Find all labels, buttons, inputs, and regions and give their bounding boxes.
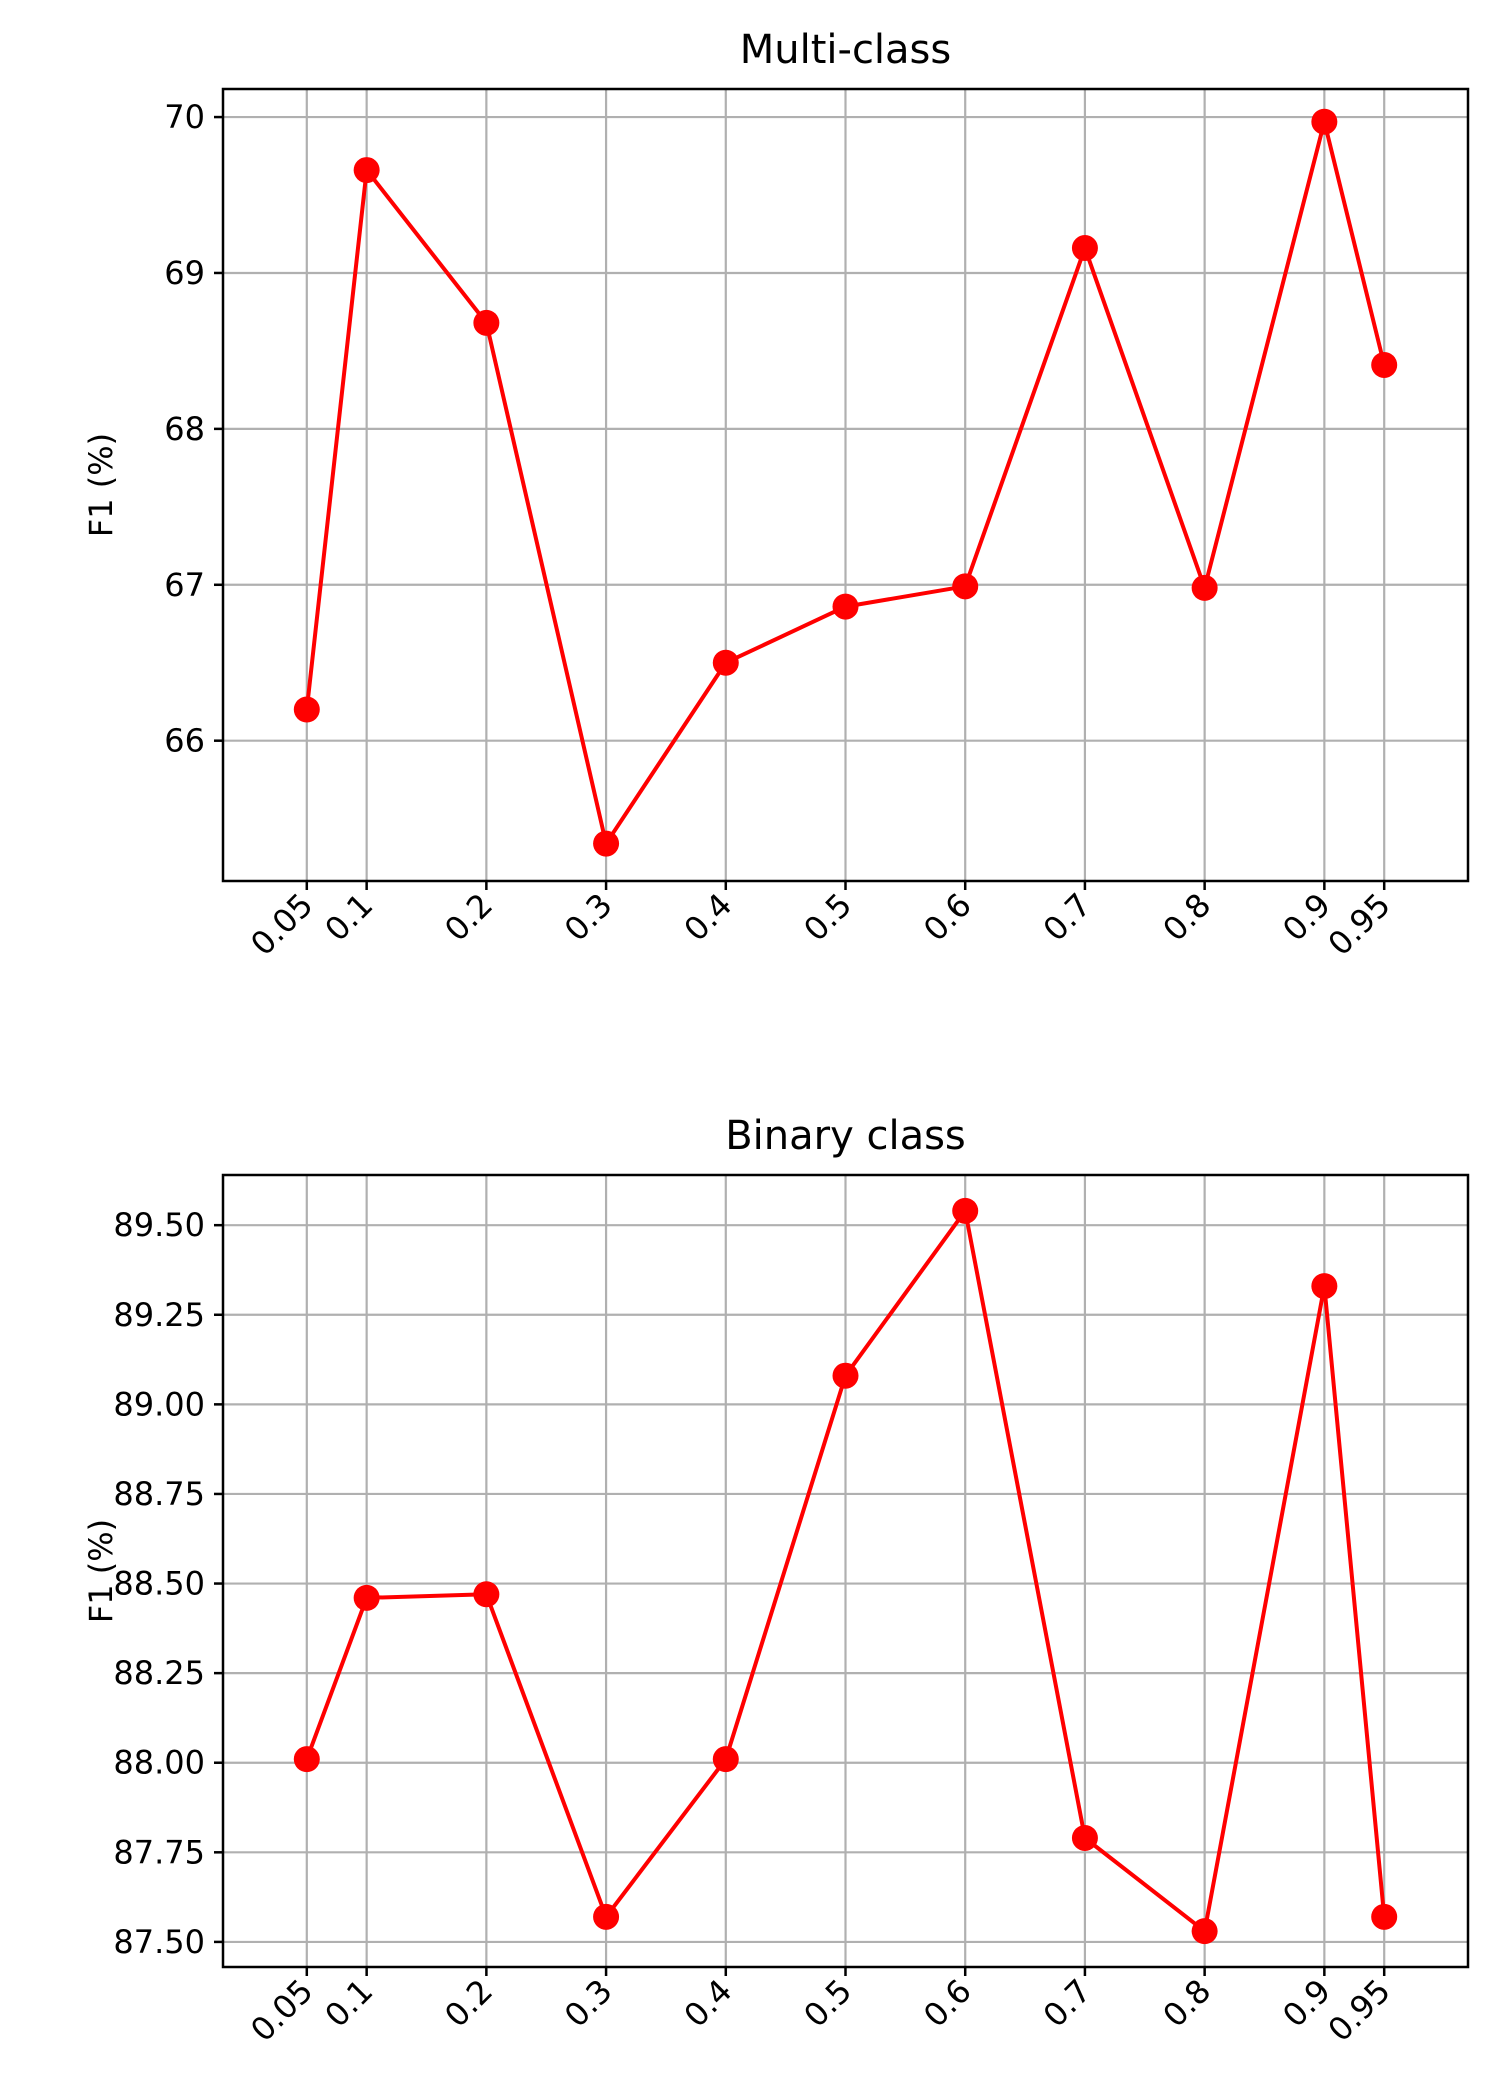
data-point xyxy=(1311,1273,1338,1300)
data-point xyxy=(832,593,859,620)
y-tick-label: 87.75 xyxy=(113,1833,205,1871)
data-point xyxy=(952,1197,979,1224)
data-point xyxy=(593,1903,620,1930)
x-tick-label: 0.05 xyxy=(243,886,320,963)
y-tick-label: 66 xyxy=(164,722,205,760)
data-point xyxy=(1371,1903,1398,1930)
y-tick-label: 87.50 xyxy=(113,1923,205,1961)
data-point xyxy=(353,1584,380,1611)
data-point xyxy=(473,1581,500,1608)
data-point xyxy=(1191,1918,1218,1945)
data-point xyxy=(1071,1824,1098,1851)
data-point xyxy=(293,696,320,723)
y-tick-label: 89.00 xyxy=(113,1385,205,1423)
chart-panel-2: 87.50 87.75 88.00 88.25 88.50 88.75 89.00 89.25… xyxy=(82,1113,1470,2049)
data-point xyxy=(1311,108,1338,135)
data-point xyxy=(293,1746,320,1773)
y-tick-label: 88.50 xyxy=(113,1565,205,1603)
chart-title: Binary class xyxy=(725,1113,966,1159)
data-point xyxy=(712,649,739,676)
data-point xyxy=(1371,351,1398,378)
y-tick-label: 88.00 xyxy=(113,1744,205,1782)
data-point xyxy=(952,573,979,600)
data-point xyxy=(593,830,620,857)
x-tick-label: 0.8 xyxy=(1155,1972,1218,2035)
x-tick-label: 0.4 xyxy=(677,1972,740,2035)
data-point xyxy=(832,1362,859,1389)
y-tick-label: 70 xyxy=(164,98,205,136)
x-tick-label: 0.7 xyxy=(1036,886,1099,949)
y-tick-label: 67 xyxy=(164,566,205,604)
y-axis-label: F1 (%) xyxy=(82,1519,120,1623)
x-tick-label: 0.7 xyxy=(1036,1972,1099,2035)
chart-panel-1: 66 67 68 69 70 0.050.1 0.2 0.3 0.4 0.5 0.6 0.7 0.8 0.… xyxy=(82,27,1470,963)
x-tick-label: 0.5 xyxy=(796,1972,859,2035)
x-tick-label: 0.1 xyxy=(317,886,380,949)
x-tick-label: 0.6 xyxy=(916,886,979,949)
x-tick-label: 0.2 xyxy=(437,886,500,949)
x-tick-label: 0.3 xyxy=(557,886,620,949)
x-tick-label: 0.1 xyxy=(317,1972,380,2035)
y-tick-label: 88.75 xyxy=(113,1475,205,1513)
y-tick-label: 89.25 xyxy=(113,1296,205,1334)
x-tick-label: 0.5 xyxy=(796,886,859,949)
y-tick-label: 68 xyxy=(164,410,205,448)
x-tick-label: 0.05 xyxy=(243,1972,320,2049)
data-point xyxy=(712,1746,739,1773)
x-tick-label: 0.8 xyxy=(1155,886,1218,949)
y-axis-label: F1 (%) xyxy=(82,433,120,537)
y-tick-label: 88.25 xyxy=(113,1654,205,1692)
data-point xyxy=(473,309,500,336)
y-tick-label: 69 xyxy=(164,254,205,292)
y-tick-label: 89.50 xyxy=(113,1206,205,1244)
x-tick-label: 0.3 xyxy=(557,1972,620,2035)
x-tick-label: 0.4 xyxy=(677,886,740,949)
x-tick-label: 0.6 xyxy=(916,1972,979,2035)
data-point xyxy=(353,157,380,184)
chart-title: Multi-class xyxy=(740,27,952,73)
x-tick-label: 0.95 xyxy=(1321,1972,1398,2049)
x-tick-label: 0.95 xyxy=(1321,886,1398,963)
data-point xyxy=(1071,235,1098,262)
data-point xyxy=(1191,574,1218,601)
x-tick-label: 0.2 xyxy=(437,1972,500,2035)
